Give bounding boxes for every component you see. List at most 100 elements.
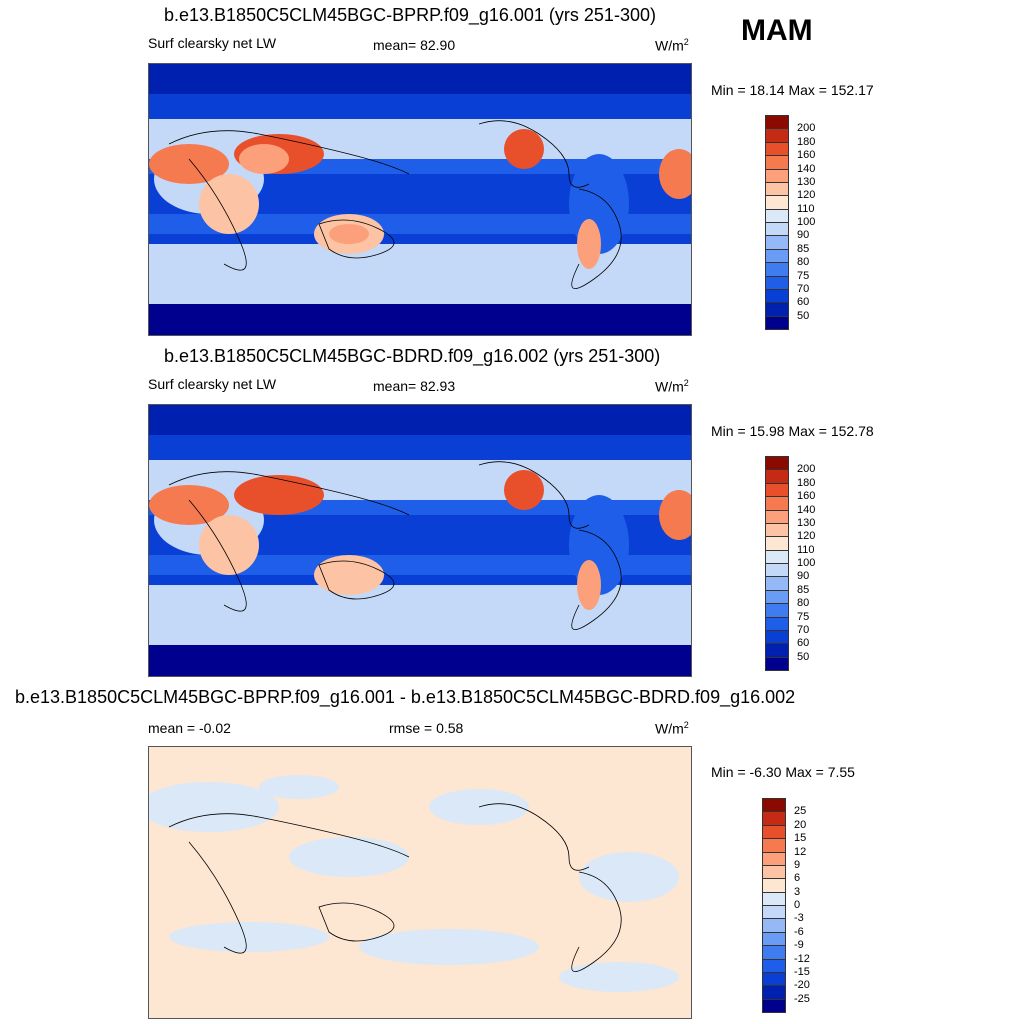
colorbar-swatch <box>762 931 786 947</box>
colorbar-tick-label: 90 <box>797 229 810 242</box>
colorbar-tick-label: 75 <box>797 610 810 623</box>
colorbar-swatch <box>762 864 786 880</box>
colorbar-swatch <box>765 288 789 304</box>
colorbar-swatch <box>765 603 789 618</box>
colorbar-swatch <box>765 522 789 538</box>
colorbar-tick-label: 100 <box>797 557 816 569</box>
colorbar-swatch <box>765 248 789 264</box>
colorbar-swatch <box>765 302 789 317</box>
colorbar-tick-label: 130 <box>797 175 816 188</box>
colorbar-swatch <box>765 275 789 290</box>
panel-3-colorbar: -25 -20 -15 -12 -9 -6 -3 0 3 6 9 12 15 20 25 <box>762 798 822 1013</box>
colorbar-tick-label: 50 <box>797 309 810 322</box>
panel-1-map <box>148 63 692 336</box>
colorbar-swatch <box>762 905 786 920</box>
panel-3-minmax: Min = -6.30 Max = 7.55 <box>711 764 855 780</box>
colorbar-tick-label: 6 <box>794 872 801 885</box>
panel-2-minmax: Min = 15.98 Max = 152.78 <box>711 423 874 439</box>
season-label: MAM <box>741 14 813 47</box>
panel-1-map-svg <box>149 64 691 335</box>
colorbar-tick-label: 85 <box>797 242 810 255</box>
colorbar-tick-label: 75 <box>797 269 810 282</box>
colorbar-swatch <box>765 235 789 250</box>
colorbar-tick-label: 70 <box>797 282 810 295</box>
colorbar-tick-label: 140 <box>797 503 816 516</box>
colorbar-tick-label: 85 <box>797 583 810 596</box>
colorbar-swatch <box>765 563 789 578</box>
colorbar-tick-label: 180 <box>797 476 816 489</box>
colorbar-swatch <box>762 798 786 813</box>
colorbar-tick-label: 50 <box>797 650 810 663</box>
panel-2-map-svg <box>149 405 691 676</box>
colorbar-tick-label: 15 <box>794 832 807 845</box>
colorbar-tick-label: 200 <box>797 122 816 135</box>
panel-3-title: b.e13.B1850C5CLM45BGC-BPRP.f09_g16.001 -… <box>15 687 796 707</box>
colorbar-swatch <box>762 838 786 853</box>
colorbar-swatch <box>762 998 786 1013</box>
panel-2-title: b.e13.B1850C5CLM45BGC-BDRD.f09_g16.002 (… <box>164 346 661 366</box>
colorbar-tick-label: 160 <box>797 490 816 503</box>
colorbar-tick-label: 110 <box>797 202 815 215</box>
colorbar-swatch <box>765 262 789 277</box>
colorbar-tick-label: -3 <box>794 912 804 925</box>
colorbar-tick-label: -15 <box>794 965 810 978</box>
colorbar-swatch <box>762 891 786 906</box>
colorbar-swatch <box>762 918 786 933</box>
colorbar-swatch <box>765 222 789 237</box>
colorbar-swatch <box>765 509 789 524</box>
panel-2-units: W/m2 <box>655 378 689 395</box>
colorbar-tick-label: 3 <box>794 885 801 898</box>
colorbar-tick-label: 120 <box>797 189 816 202</box>
colorbar-tick-label: 60 <box>797 637 810 650</box>
colorbar-tick-label: 70 <box>797 623 810 636</box>
colorbar-swatch <box>765 315 789 330</box>
colorbar-tick-label: 25 <box>794 805 807 818</box>
colorbar-swatch <box>765 168 789 183</box>
colorbar-tick-label: 160 <box>797 149 816 162</box>
panel-1-mean: mean= 82.90 <box>373 37 456 53</box>
panel-2-variable: Surf clearsky net LW <box>148 376 277 392</box>
colorbar-tick-label: -9 <box>794 939 804 952</box>
colorbar-swatch <box>765 643 789 658</box>
colorbar-tick-label: 130 <box>797 516 816 529</box>
colorbar-swatch <box>762 945 786 960</box>
colorbar-swatch <box>762 851 786 866</box>
colorbar-tick-label: -6 <box>794 925 804 938</box>
colorbar-swatch <box>765 141 789 157</box>
colorbar-tick-label: -20 <box>794 979 810 992</box>
colorbar-tick-label: 60 <box>797 296 810 309</box>
colorbar-swatch <box>765 469 789 484</box>
colorbar-tick-label: 180 <box>797 135 816 148</box>
panel-3-map <box>148 746 692 1019</box>
panel-1-units: W/m2 <box>655 37 689 54</box>
colorbar-tick-label: 9 <box>794 858 801 871</box>
colorbar-tick-label: 100 <box>797 216 816 228</box>
colorbar-tick-label: 20 <box>794 818 807 831</box>
colorbar-swatch <box>765 629 789 645</box>
panel-2-mean: mean= 82.93 <box>373 378 456 394</box>
colorbar-tick-label: 80 <box>797 256 810 269</box>
panel-1-variable: Surf clearsky net LW <box>148 35 277 51</box>
colorbar-tick-label: 12 <box>794 845 807 858</box>
colorbar-swatch <box>762 958 786 973</box>
colorbar-swatch <box>765 181 789 197</box>
colorbar-tick-label: -25 <box>794 992 810 1005</box>
colorbar-swatch <box>762 971 786 987</box>
colorbar-swatch <box>765 115 789 130</box>
colorbar-swatch <box>762 811 786 826</box>
colorbar-swatch <box>765 536 789 551</box>
colorbar-tick-label: 200 <box>797 463 816 476</box>
panel-3-map-svg <box>149 747 691 1018</box>
colorbar-swatch <box>765 195 789 210</box>
panel-1-colorbar: 50 60 70 75 80 85 90 100 110 120 130 140 160 180 200 <box>765 115 825 330</box>
colorbar-swatch <box>762 824 786 840</box>
colorbar-swatch <box>765 656 789 671</box>
colorbar-tick-label: -12 <box>794 952 810 965</box>
colorbar-tick-label: 110 <box>797 543 815 556</box>
panel-1-minmax: Min = 18.14 Max = 152.17 <box>711 82 874 98</box>
colorbar-swatch <box>765 589 789 605</box>
colorbar-swatch <box>765 576 789 591</box>
panel-2-colorbar: 50 60 70 75 80 85 90 100 110 120 130 140 160 180 200 <box>765 456 825 671</box>
colorbar-tick-label: 140 <box>797 162 816 175</box>
colorbar-swatch <box>765 616 789 631</box>
